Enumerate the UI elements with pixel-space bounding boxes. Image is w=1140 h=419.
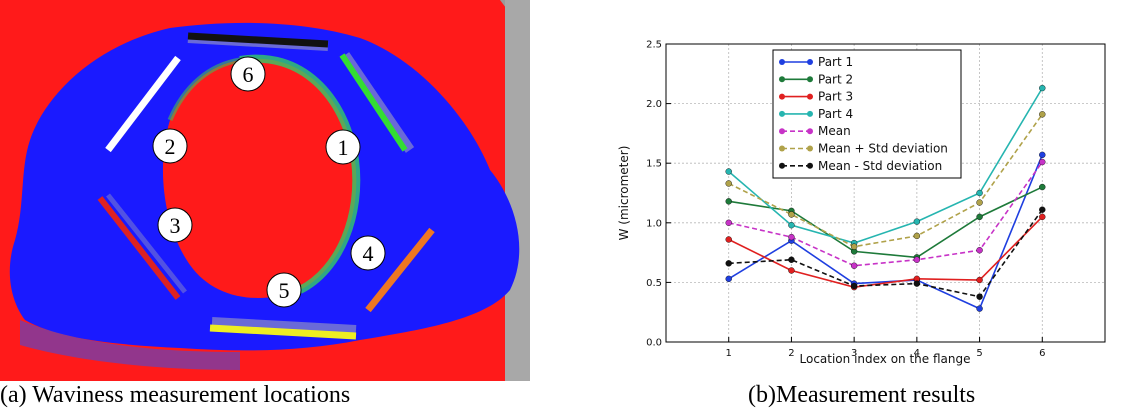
data-point (788, 211, 794, 217)
data-point (726, 180, 732, 186)
data-point (914, 233, 920, 239)
y-tick-label: 1.5 (646, 159, 662, 170)
data-point (726, 198, 732, 204)
location-marker-5: 5 (267, 273, 301, 307)
svg-text:1: 1 (338, 135, 349, 160)
legend-marker (779, 146, 785, 152)
data-point (977, 190, 983, 196)
measurement-results-chart: 0.00.51.01.52.02.5 123456 Part 1Part 2Pa… (600, 22, 1140, 382)
data-point (914, 219, 920, 225)
data-point (1039, 85, 1045, 91)
data-point (726, 169, 732, 175)
legend-label: Part 1 (818, 55, 853, 69)
series-part-2 (726, 184, 1046, 260)
y-axis-label: W (micrometer) (617, 146, 631, 241)
legend-marker (807, 146, 813, 152)
data-point (914, 281, 920, 287)
data-point (726, 220, 732, 226)
chart-legend: Part 1 Part 2 Part 3 Part 4 Mean Mean + Std d… (773, 50, 961, 178)
data-point (1039, 214, 1045, 220)
data-point (788, 257, 794, 263)
location-marker-3: 3 (158, 208, 192, 242)
legend-marker (807, 59, 813, 65)
data-point (977, 200, 983, 206)
data-point (788, 234, 794, 240)
data-point (1039, 184, 1045, 190)
series-line (729, 217, 1043, 287)
svg-text:2: 2 (165, 134, 176, 159)
legend-marker (807, 94, 813, 100)
x-tick-label: 6 (1039, 348, 1045, 359)
series-mean-std-deviation (726, 207, 1046, 300)
y-axis-ticks: 0.0 0.5 1.0 1.5 2.0 2.5 (646, 40, 671, 349)
legend-label: Part 3 (818, 90, 853, 104)
data-point (851, 263, 857, 269)
x-tick-label: 2 (788, 348, 794, 359)
x-axis-label: Location index on the flange (800, 352, 971, 366)
data-point (1039, 111, 1045, 117)
legend-marker (779, 163, 785, 169)
series-line (729, 187, 1043, 257)
legend-marker (779, 128, 785, 134)
legend-marker (779, 94, 785, 100)
legend-label: Mean + Std deviation (818, 142, 948, 156)
data-point (726, 236, 732, 242)
location-marker-6: 6 (231, 57, 265, 91)
x-tick-label: 5 (976, 348, 982, 359)
waviness-locations-image: 1 2 3 4 5 6 (0, 0, 530, 381)
legend-label: Part 2 (818, 72, 853, 86)
data-point (914, 257, 920, 263)
location-marker-4: 4 (351, 236, 385, 270)
legend-marker (807, 128, 813, 134)
y-tick-label: 2.5 (646, 40, 662, 51)
legend-marker (807, 163, 813, 169)
data-point (788, 222, 794, 228)
legend-label: Mean - Std deviation (818, 159, 942, 173)
location-marker-1: 1 (326, 130, 360, 164)
data-point (977, 294, 983, 300)
legend-label: Part 4 (818, 107, 853, 121)
legend-marker (807, 111, 813, 117)
data-point (788, 267, 794, 273)
data-point (977, 306, 983, 312)
y-tick-label: 2.0 (646, 99, 662, 110)
data-point (726, 276, 732, 282)
location-marker-2: 2 (153, 129, 187, 163)
right-gray-strip (505, 0, 530, 381)
data-point (977, 214, 983, 220)
data-point (977, 247, 983, 253)
svg-text:4: 4 (363, 241, 374, 266)
legend-label: Mean (818, 124, 851, 138)
svg-text:5: 5 (279, 278, 290, 303)
legend-marker (779, 76, 785, 82)
legend-marker (779, 59, 785, 65)
data-point (851, 283, 857, 289)
y-tick-label: 0.5 (646, 278, 662, 289)
y-tick-label: 0.0 (646, 338, 662, 349)
legend-marker (807, 76, 813, 82)
legend-marker (779, 111, 785, 117)
data-point (1039, 207, 1045, 213)
panel-a-caption: (a) Waviness measurement locations (0, 382, 350, 409)
data-point (1039, 159, 1045, 165)
data-point (726, 260, 732, 266)
svg-text:3: 3 (170, 213, 181, 238)
x-tick-label: 1 (726, 348, 732, 359)
panel-b-caption: (b)Measurement results (748, 382, 975, 409)
svg-text:6: 6 (243, 62, 254, 87)
data-point (1039, 152, 1045, 158)
data-point (851, 244, 857, 250)
y-tick-label: 1.0 (646, 218, 662, 229)
data-point (977, 277, 983, 283)
